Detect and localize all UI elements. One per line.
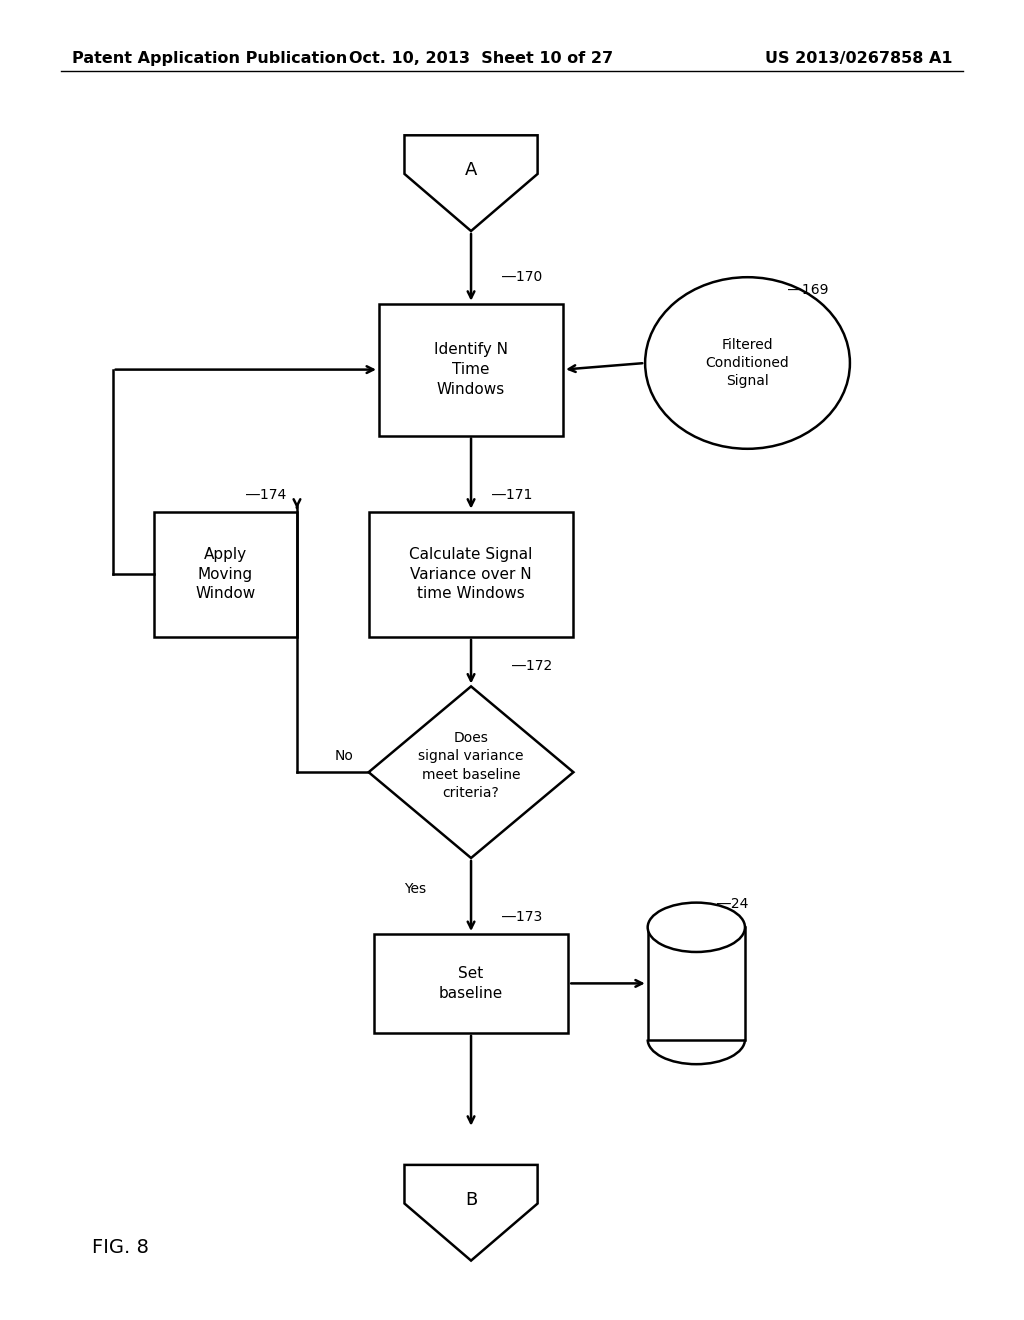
Polygon shape	[369, 686, 573, 858]
Text: Set
baseline: Set baseline	[439, 966, 503, 1001]
Text: Patent Application Publication: Patent Application Publication	[72, 50, 347, 66]
Polygon shape	[404, 135, 538, 231]
Text: ―171: ―171	[492, 487, 531, 502]
Text: ―169: ―169	[788, 282, 829, 297]
Text: Calculate Signal
Variance over N
time Windows: Calculate Signal Variance over N time Wi…	[410, 546, 532, 602]
Text: ―173: ―173	[502, 909, 542, 924]
Text: Does
signal variance
meet baseline
criteria?: Does signal variance meet baseline crite…	[418, 731, 524, 800]
Text: ―172: ―172	[512, 659, 552, 673]
Text: Apply
Moving
Window: Apply Moving Window	[196, 546, 255, 602]
Text: FIG. 8: FIG. 8	[92, 1238, 150, 1257]
Bar	[374, 935, 568, 1032]
Text: ―24: ―24	[717, 896, 749, 911]
Text: Oct. 10, 2013  Sheet 10 of 27: Oct. 10, 2013 Sheet 10 of 27	[349, 50, 613, 66]
Text: US 2013/0267858 A1: US 2013/0267858 A1	[765, 50, 952, 66]
Text: Identify N
Time
Windows: Identify N Time Windows	[434, 342, 508, 397]
Text: ―174: ―174	[246, 487, 286, 502]
Ellipse shape	[648, 903, 745, 952]
Bar	[648, 927, 745, 1040]
Ellipse shape	[645, 277, 850, 449]
Bar	[369, 512, 573, 638]
Polygon shape	[404, 1164, 538, 1261]
Text: ―170: ―170	[502, 269, 542, 284]
Bar	[154, 512, 297, 638]
Text: No: No	[335, 750, 353, 763]
Text: Filtered
Conditioned
Signal: Filtered Conditioned Signal	[706, 338, 790, 388]
Text: Yes: Yes	[403, 882, 426, 896]
Text: B: B	[465, 1191, 477, 1209]
Text: A: A	[465, 161, 477, 180]
Bar	[379, 304, 563, 436]
